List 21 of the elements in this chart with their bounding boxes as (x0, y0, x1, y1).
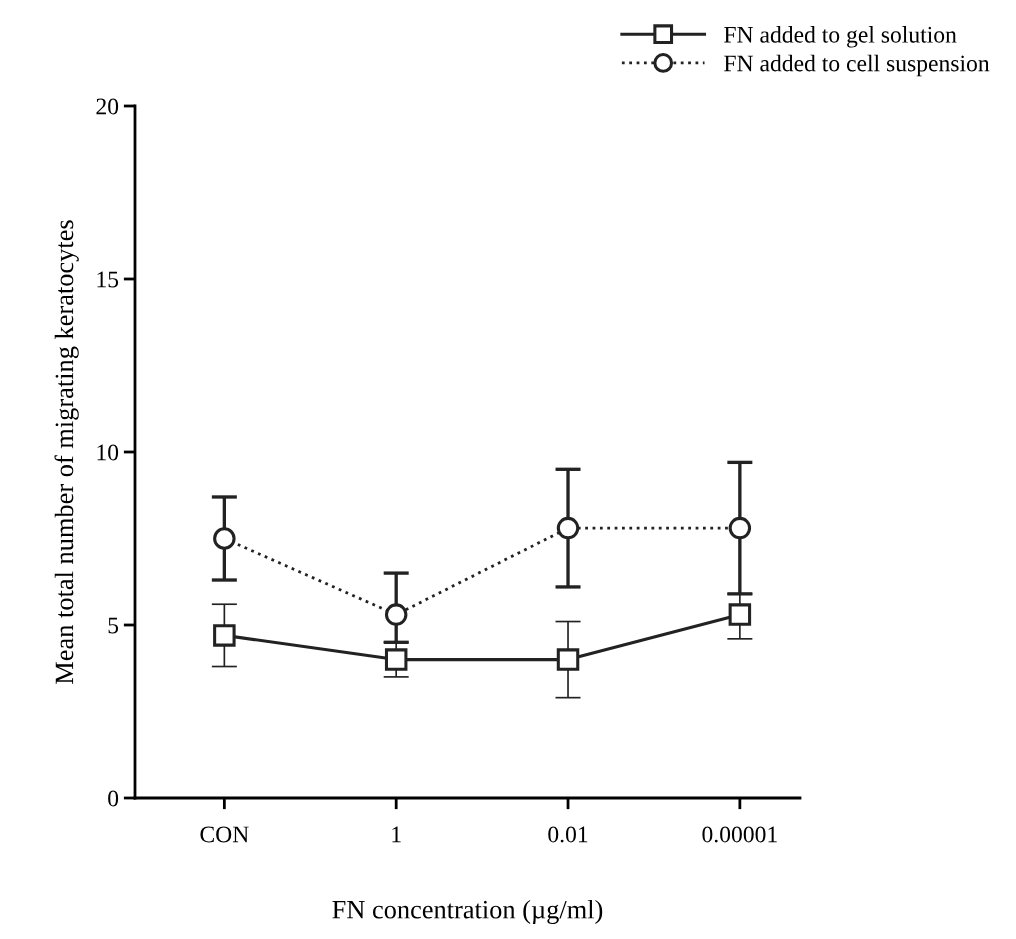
legend-label: FN added to cell suspension (724, 54, 990, 77)
point (384, 648, 408, 671)
y-tick-label: 5 (108, 617, 119, 634)
y-tick-label: 20 (96, 98, 119, 115)
point (728, 516, 752, 540)
x-axis-title: FN concentration (µg/ml) (332, 899, 603, 924)
point (556, 648, 580, 671)
y-axis-title: Mean total number of migrating keratocytes (54, 220, 79, 684)
point (556, 516, 580, 540)
point (728, 603, 752, 626)
y-tick-label: 15 (97, 271, 119, 288)
point (213, 527, 236, 550)
y-tick-label: 0 (108, 790, 119, 807)
point (384, 603, 408, 626)
x-tick-label: CON (200, 826, 249, 843)
y-tick-label: 10 (97, 444, 119, 461)
x-tick-label: 0.00001 (702, 826, 777, 843)
legend-label: FN added to gel solution (724, 26, 957, 48)
x-tick-label: 1 (392, 826, 401, 843)
x-tick-label: 0.01 (548, 826, 588, 843)
point (213, 624, 236, 647)
